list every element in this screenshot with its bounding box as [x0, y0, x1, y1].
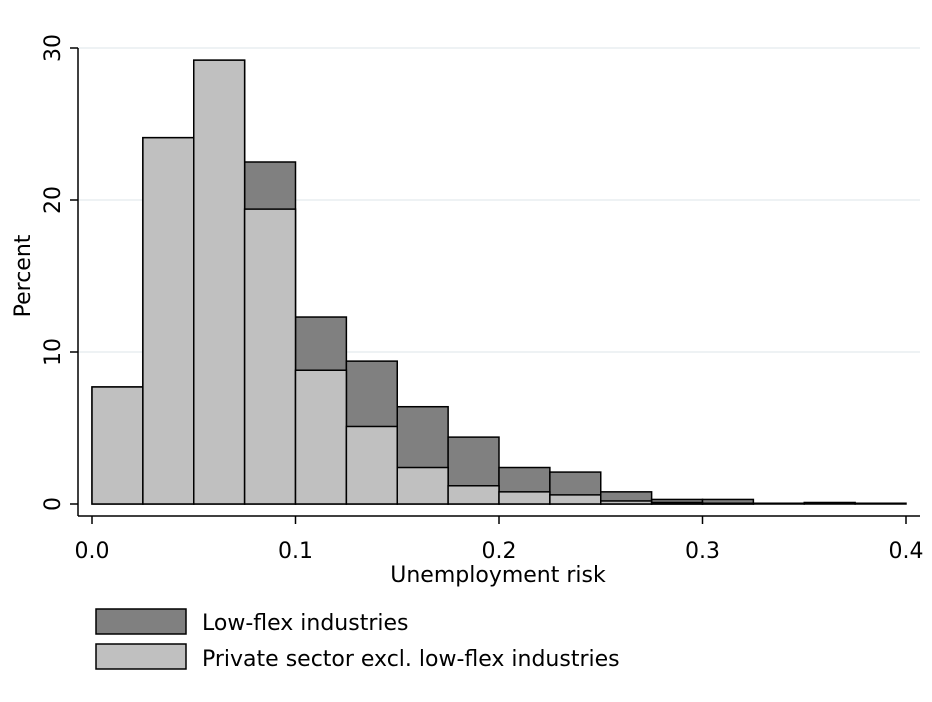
x-tick-label: 0.3: [685, 539, 720, 564]
y-tick-label: 20: [41, 186, 66, 214]
bar-private-sector: [294, 369, 348, 505]
legend-swatch-low-flex: [95, 608, 187, 635]
bar-private-sector: [142, 136, 195, 505]
x-tick-label: 0.1: [278, 539, 313, 564]
bar-private-sector: [345, 425, 398, 505]
bar-private-sector: [650, 501, 704, 505]
x-tick-label: 0.2: [482, 539, 517, 564]
y-tick-label: 10: [41, 338, 66, 366]
bar-private-sector: [91, 386, 144, 505]
bar-low-flex: [752, 502, 805, 505]
bar-private-sector: [701, 502, 755, 505]
y-axis-title: Percent: [11, 234, 36, 317]
legend: Low-flex industries Private sector excl.…: [95, 608, 620, 672]
x-axis-title: Unemployment risk: [390, 563, 606, 588]
bars-private-sector: [91, 59, 755, 505]
bar-low-flex: [854, 502, 907, 505]
bar-private-sector: [600, 500, 653, 505]
y-tick-label: 0: [41, 497, 66, 511]
bar-private-sector: [447, 485, 500, 505]
bar-low-flex: [803, 501, 856, 505]
y-tick-label: 30: [41, 34, 66, 62]
bar-private-sector: [243, 208, 297, 505]
bar-private-sector: [193, 59, 246, 505]
axes: 0 10 20 30 0.0 0.1 0.2 0.3 0.4: [41, 34, 924, 564]
x-tick-label: 0.4: [889, 539, 924, 564]
legend-label-low-flex: Low-flex industries: [202, 611, 409, 636]
legend-swatch-private-sector: [95, 643, 187, 670]
x-tick-label: 0.0: [75, 539, 110, 564]
bar-private-sector: [549, 494, 602, 505]
legend-label-private-sector: Private sector excl. low-flex industries: [202, 647, 620, 672]
bar-private-sector: [396, 466, 449, 505]
bar-private-sector: [498, 491, 551, 505]
